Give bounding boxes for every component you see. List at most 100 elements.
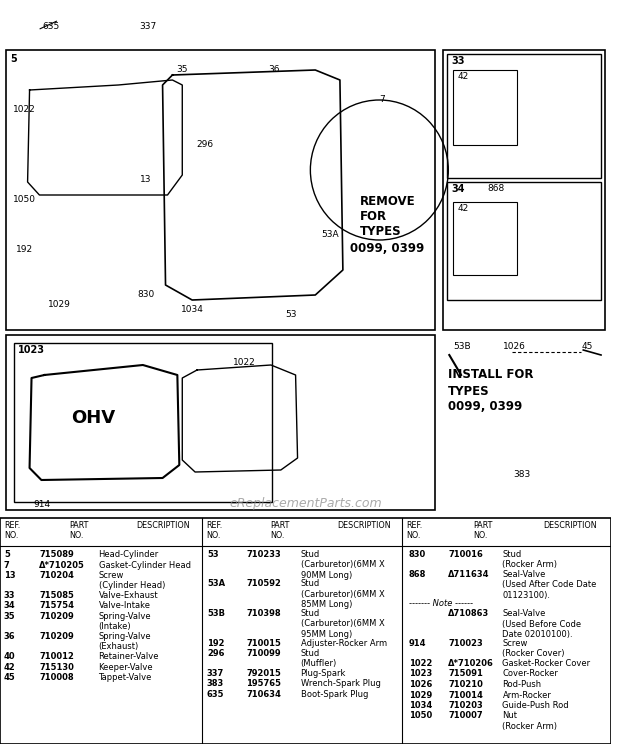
- Text: PART
NO.: PART NO.: [474, 521, 493, 540]
- Bar: [447, 54, 601, 178]
- Bar: [0, 518, 611, 744]
- Text: 34: 34: [451, 184, 465, 194]
- Text: Adjuster-Rocker Arm: Adjuster-Rocker Arm: [301, 638, 387, 647]
- Text: 1023: 1023: [18, 345, 45, 355]
- Text: 33: 33: [451, 56, 465, 66]
- Text: 192: 192: [207, 638, 224, 647]
- Text: 296: 296: [197, 140, 213, 149]
- Text: 1023: 1023: [409, 670, 432, 679]
- Text: 45: 45: [582, 342, 593, 351]
- Text: Plug-Spark: Plug-Spark: [301, 669, 346, 678]
- Text: 830: 830: [137, 290, 154, 299]
- Text: Arm-Rocker: Arm-Rocker: [502, 690, 551, 699]
- Bar: [6, 335, 435, 510]
- Text: Rod-Push: Rod-Push: [502, 680, 542, 689]
- Bar: [453, 70, 517, 145]
- Text: ------- Note ------: ------- Note ------: [409, 600, 473, 609]
- Text: 337: 337: [207, 669, 224, 678]
- Text: PART
NO.: PART NO.: [270, 521, 290, 540]
- Bar: [453, 202, 517, 275]
- Text: 914: 914: [33, 500, 51, 509]
- Text: Valve-Intake: Valve-Intake: [99, 601, 151, 611]
- Text: Nut
(Rocker Arm): Nut (Rocker Arm): [502, 711, 557, 731]
- Text: DESCRIPTION: DESCRIPTION: [543, 521, 597, 530]
- Text: eReplacementParts.com: eReplacementParts.com: [229, 496, 382, 510]
- Text: 830: 830: [409, 550, 426, 559]
- Text: 383: 383: [207, 679, 224, 688]
- Text: 42: 42: [4, 662, 16, 672]
- Text: REMOVE: REMOVE: [360, 195, 415, 208]
- Text: 710203: 710203: [448, 701, 483, 710]
- Text: 710023: 710023: [448, 639, 483, 648]
- Text: 0099, 0399: 0099, 0399: [448, 400, 523, 413]
- Text: 1050: 1050: [409, 711, 432, 720]
- Text: 914: 914: [409, 639, 427, 648]
- Text: 53: 53: [207, 550, 218, 559]
- Text: 635: 635: [207, 690, 224, 699]
- Text: REF.
NO.: REF. NO.: [206, 521, 222, 540]
- Text: 710008: 710008: [40, 673, 74, 682]
- Text: Tappet-Valve: Tappet-Valve: [99, 673, 152, 682]
- Text: OHV: OHV: [71, 409, 116, 427]
- Text: DESCRIPTION: DESCRIPTION: [337, 521, 391, 530]
- Text: 53: 53: [285, 310, 296, 319]
- Text: 13: 13: [140, 175, 151, 184]
- Text: 5: 5: [10, 54, 17, 64]
- Text: 868: 868: [409, 570, 427, 579]
- Text: 53B: 53B: [453, 342, 471, 351]
- Text: 710398: 710398: [246, 609, 281, 618]
- Text: Seal-Valve
(Used Before Code
Date 02010100).: Seal-Valve (Used Before Code Date 020101…: [502, 609, 582, 639]
- Text: 715085: 715085: [40, 591, 74, 600]
- Text: 635: 635: [43, 22, 60, 31]
- Text: Stud
(Carburetor)(6MM X
85MM Long): Stud (Carburetor)(6MM X 85MM Long): [301, 580, 384, 609]
- Text: 34: 34: [4, 601, 16, 611]
- Text: 710007: 710007: [448, 711, 483, 720]
- Text: Wrench-Spark Plug: Wrench-Spark Plug: [301, 679, 381, 688]
- Text: FOR: FOR: [360, 210, 387, 223]
- Text: Retainer-Valve: Retainer-Valve: [99, 652, 159, 661]
- Text: 710592: 710592: [246, 580, 281, 589]
- Text: 868: 868: [488, 184, 505, 193]
- Text: 1026: 1026: [502, 342, 525, 351]
- Text: Stud
(Muffler): Stud (Muffler): [301, 649, 337, 668]
- Text: 35: 35: [4, 612, 16, 621]
- Text: 1029: 1029: [409, 690, 432, 699]
- Text: Guide-Push Rod: Guide-Push Rod: [502, 701, 569, 710]
- Text: PART
NO.: PART NO.: [69, 521, 89, 540]
- Bar: [447, 182, 601, 300]
- Text: 42: 42: [457, 72, 469, 81]
- Text: Spring-Valve
(Intake): Spring-Valve (Intake): [99, 612, 151, 632]
- Text: 36: 36: [4, 632, 16, 641]
- Text: 715091: 715091: [448, 670, 483, 679]
- Text: 45: 45: [4, 673, 16, 682]
- Text: 710014: 710014: [448, 690, 483, 699]
- Text: Δ*710205: Δ*710205: [40, 560, 86, 569]
- Text: 1022: 1022: [409, 659, 432, 668]
- Text: Gasket-Rocker Cover: Gasket-Rocker Cover: [502, 659, 591, 668]
- Text: INSTALL FOR: INSTALL FOR: [448, 368, 534, 381]
- Text: 710634: 710634: [246, 690, 281, 699]
- Text: 1029: 1029: [48, 300, 71, 309]
- Text: 192: 192: [16, 245, 33, 254]
- Text: Δ711634: Δ711634: [448, 570, 490, 579]
- Text: Stud
(Carburetor)(6MM X
90MM Long): Stud (Carburetor)(6MM X 90MM Long): [301, 550, 384, 580]
- Text: Valve-Exhaust: Valve-Exhaust: [99, 591, 158, 600]
- Text: Screw
(Cylinder Head): Screw (Cylinder Head): [99, 571, 165, 591]
- Text: 7: 7: [379, 95, 385, 104]
- Text: 35: 35: [177, 65, 188, 74]
- Text: Δ*710206: Δ*710206: [448, 659, 494, 668]
- Text: 1034: 1034: [180, 305, 203, 314]
- Text: 36: 36: [268, 65, 280, 74]
- Bar: [6, 50, 435, 330]
- Text: 40: 40: [4, 652, 16, 661]
- Text: Boot-Spark Plug: Boot-Spark Plug: [301, 690, 368, 699]
- Text: 13: 13: [4, 571, 16, 580]
- Text: Gasket-Cylinder Head: Gasket-Cylinder Head: [99, 560, 190, 569]
- Text: 33: 33: [4, 591, 16, 600]
- Text: 1022: 1022: [13, 105, 36, 114]
- Text: 1050: 1050: [13, 195, 36, 204]
- Text: 792015: 792015: [246, 669, 281, 678]
- Text: 1026: 1026: [409, 680, 432, 689]
- Text: 715754: 715754: [40, 601, 74, 611]
- Text: REF.
NO.: REF. NO.: [406, 521, 422, 540]
